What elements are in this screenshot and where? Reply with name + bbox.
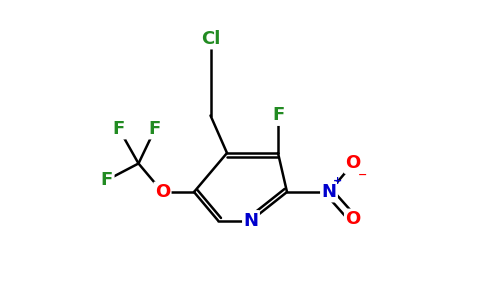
Text: O: O [155, 183, 170, 201]
Text: F: F [272, 106, 284, 124]
Text: F: F [101, 171, 113, 189]
Text: −: − [358, 170, 367, 180]
Text: N: N [321, 183, 336, 201]
Text: +: + [333, 176, 342, 186]
Text: O: O [346, 154, 361, 172]
Text: F: F [149, 120, 161, 138]
Text: N: N [243, 212, 258, 230]
Text: F: F [113, 120, 125, 138]
Text: Cl: Cl [201, 30, 220, 48]
Text: O: O [346, 210, 361, 228]
